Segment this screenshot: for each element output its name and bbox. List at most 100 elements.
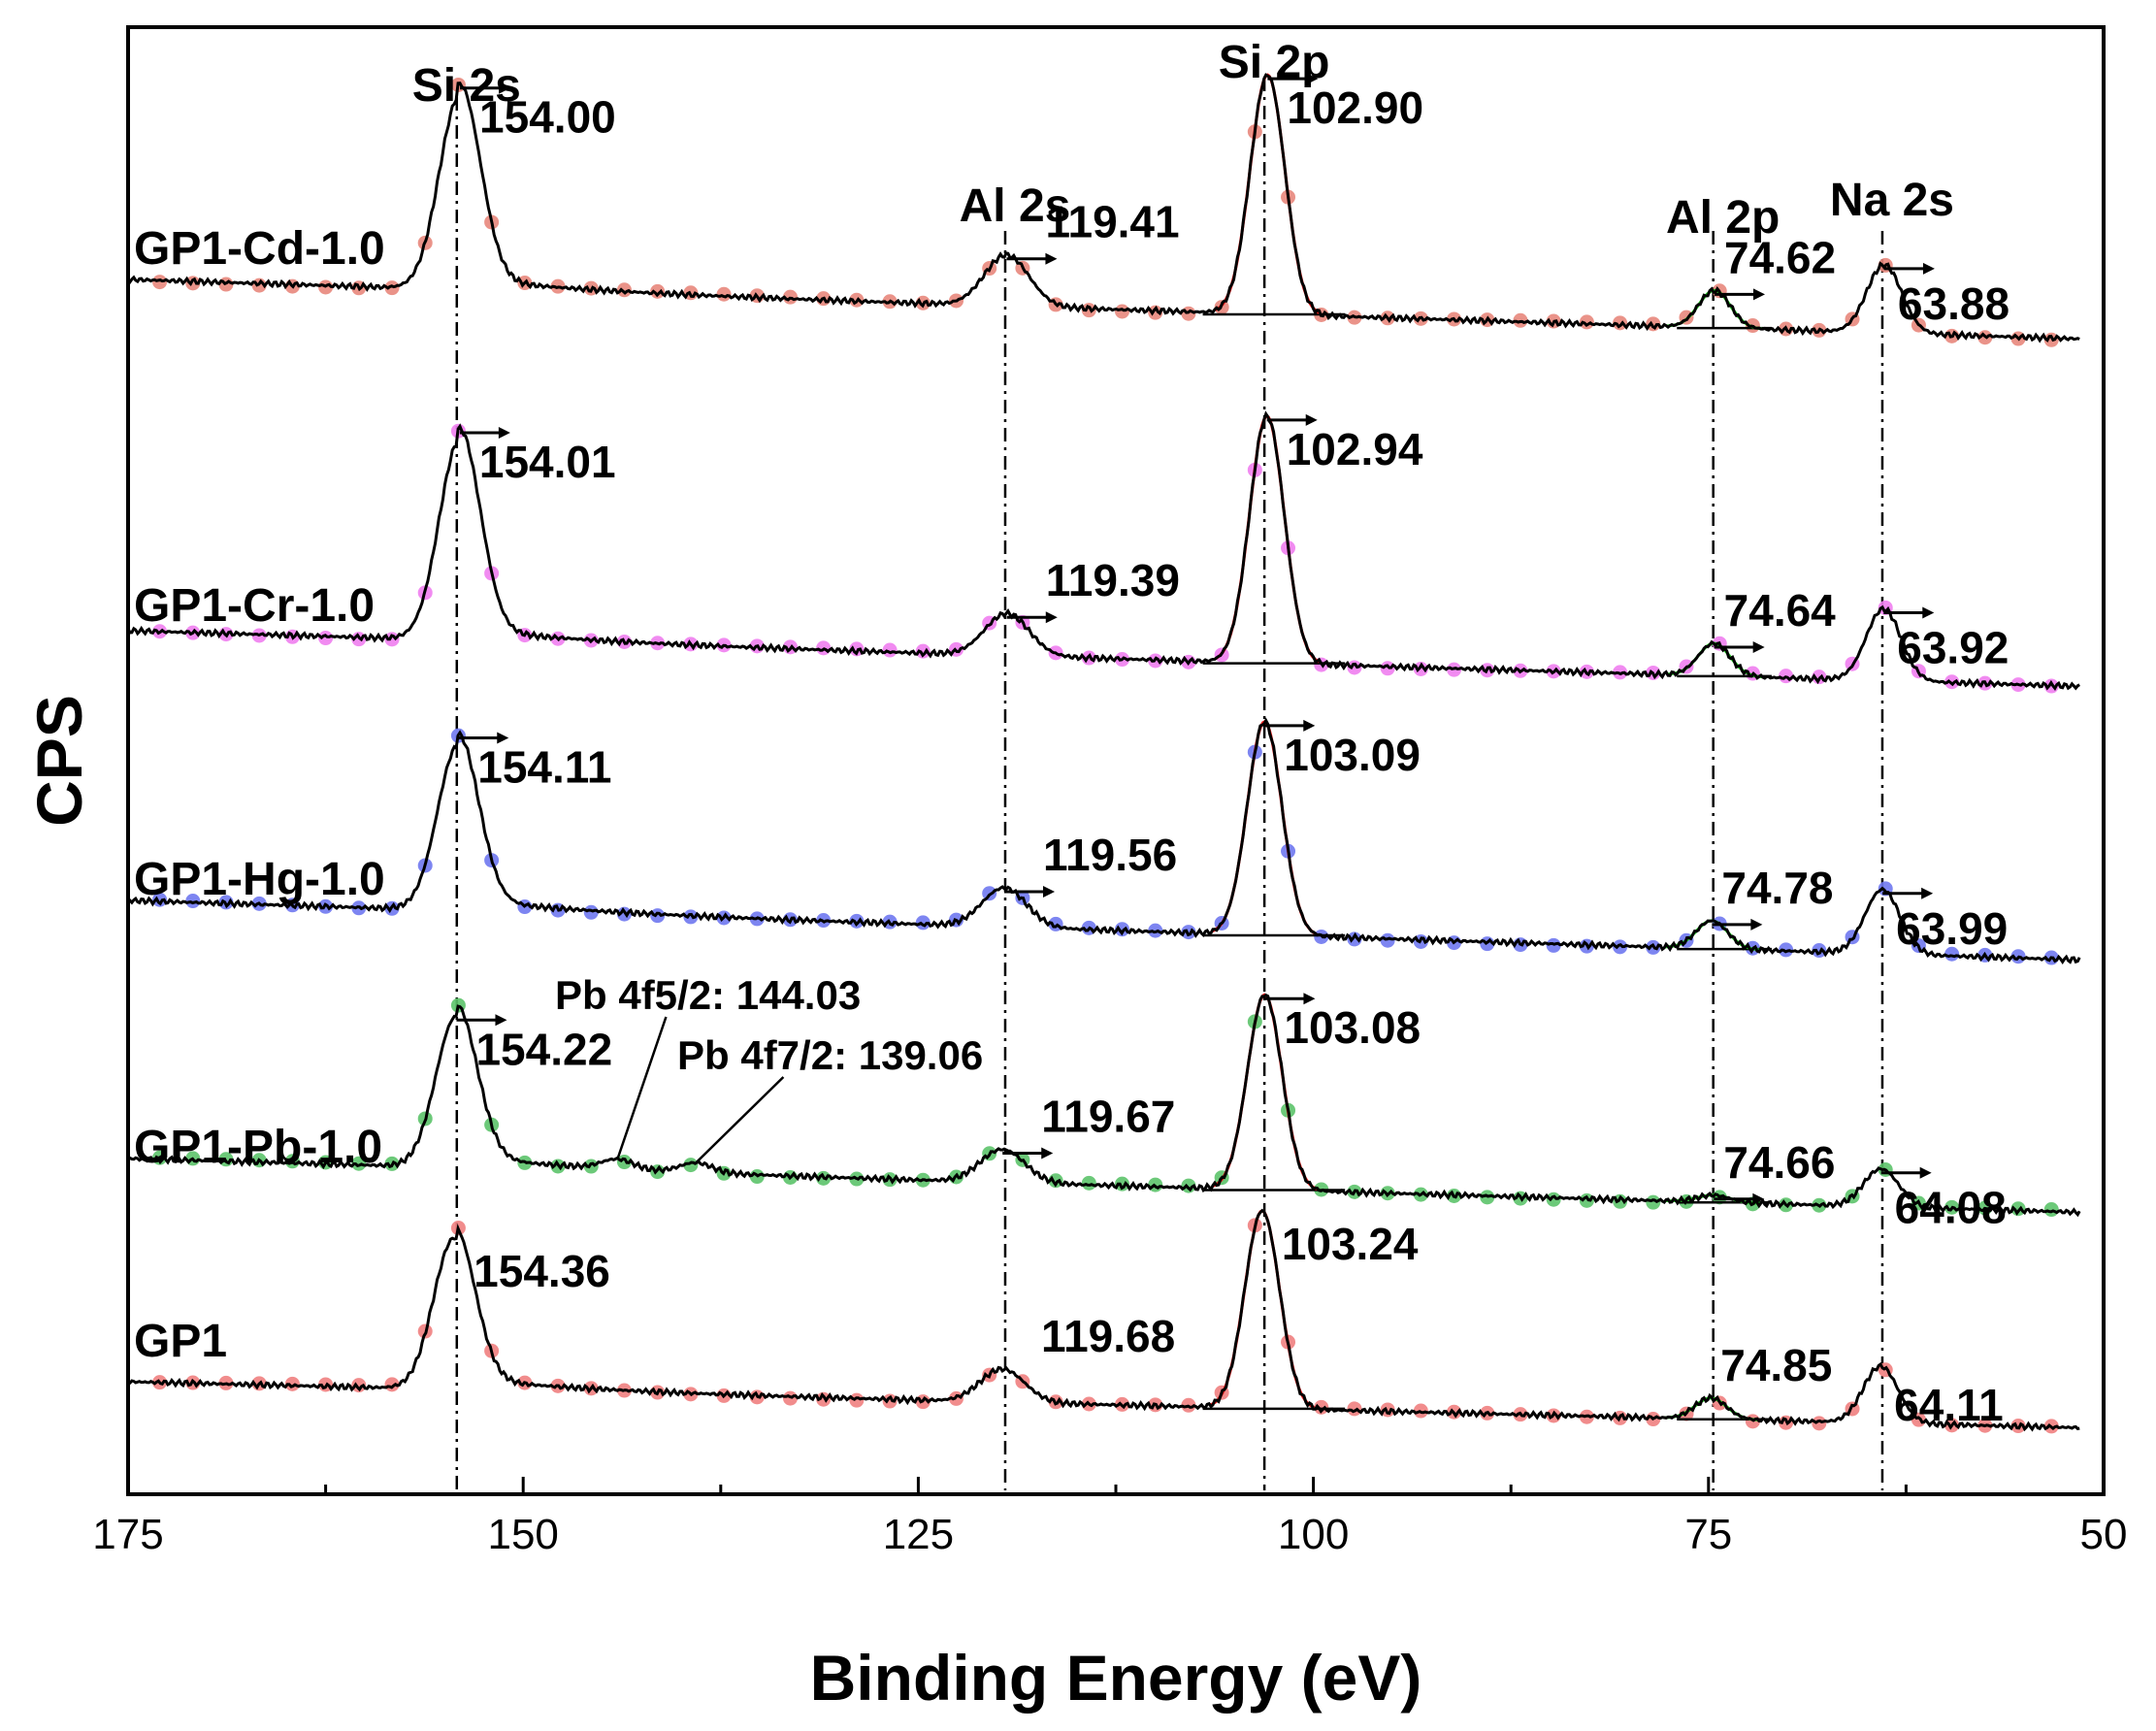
peak-value-label: 74.64: [1724, 585, 1837, 636]
data-marker: [650, 283, 666, 299]
y-axis-title: CPS: [23, 695, 95, 827]
shift-arrowhead: [1303, 993, 1316, 1005]
data-marker: [683, 1158, 699, 1173]
data-marker: [185, 894, 201, 909]
pb-4f72-pointer: [695, 1076, 785, 1164]
peak-value-label: 102.90: [1287, 82, 1423, 133]
spectrum-line: [126, 717, 2081, 964]
data-marker: [2043, 1202, 2059, 1218]
peak-value-label: 154.36: [474, 1246, 610, 1296]
data-marker: [1081, 303, 1096, 318]
data-marker: [1613, 939, 1628, 955]
data-marker: [1579, 314, 1594, 330]
pb-4f52-label: Pb 4f5/2: 144.03: [555, 972, 861, 1018]
data-marker: [583, 904, 599, 920]
data-marker: [185, 276, 201, 291]
peak-name-label: Al 2p: [1666, 192, 1780, 244]
x-axis-title: Binding Energy (eV): [810, 1642, 1422, 1714]
peak-value-label: 103.09: [1284, 730, 1421, 780]
data-marker: [1380, 661, 1395, 676]
pb-4f52-pointer: [616, 1016, 668, 1159]
peak-value-label: 63.88: [1898, 278, 2009, 329]
data-marker: [849, 1392, 865, 1408]
data-marker: [1347, 931, 1362, 947]
data-marker: [1812, 943, 1827, 959]
x-tick-label: 75: [1684, 1511, 1732, 1558]
data-marker: [384, 632, 400, 647]
data-marker: [1347, 660, 1362, 675]
data-marker: [1115, 304, 1130, 319]
data-marker: [1347, 1401, 1362, 1417]
series-label: GP1-Cr-1.0: [134, 580, 375, 632]
peak-value-label: 119.67: [1041, 1092, 1175, 1142]
data-marker: [915, 915, 931, 931]
shift-arrowhead: [1752, 1192, 1765, 1205]
series-gp1-cr-1-0: [126, 410, 2080, 694]
series-label: GP1-Cd-1.0: [134, 223, 385, 275]
peak-value-label: 154.11: [477, 741, 611, 792]
shift-arrowhead: [1752, 640, 1765, 653]
shift-arrowhead: [1303, 719, 1316, 732]
shift-arrowhead: [1750, 918, 1763, 931]
series-label: GP1: [134, 1316, 227, 1367]
data-marker: [152, 275, 168, 290]
data-marker: [616, 282, 632, 298]
series-label: GP1-Pb-1.0: [134, 1122, 382, 1173]
data-marker: [1314, 1399, 1329, 1415]
series-gp1: [127, 1208, 2080, 1434]
peak-value-label: 103.08: [1284, 1002, 1421, 1053]
series-label: GP1-Hg-1.0: [134, 854, 385, 905]
shift-arrowhead: [495, 1014, 507, 1027]
x-tick-label: 50: [2080, 1511, 2128, 1558]
peak-name-label: Al 2s: [960, 180, 1071, 232]
series-gp1-cd-1-0: [126, 73, 2080, 347]
data-marker: [1579, 1192, 1594, 1208]
peak-value-label: 74.62: [1724, 232, 1836, 282]
peak-value-label: 119.41: [1045, 197, 1179, 247]
data-marker: [583, 1159, 599, 1174]
peak-value-label: 64.11: [1894, 1380, 2004, 1430]
data-marker: [1546, 1192, 1561, 1207]
peak-value-label: 63.92: [1897, 622, 2009, 672]
spectrum-line: [126, 410, 2080, 692]
data-marker: [351, 1156, 367, 1171]
data-marker: [616, 1155, 632, 1170]
shift-arrowhead: [1045, 252, 1058, 265]
peak-value-label: 64.08: [1895, 1183, 2007, 1233]
data-marker: [1115, 922, 1130, 937]
data-marker: [882, 1393, 898, 1409]
peak-name-label: Na 2s: [1830, 175, 1954, 226]
spectrum-line: [126, 73, 2080, 343]
shift-arrowhead: [1305, 413, 1318, 426]
peak-value-label: 102.94: [1287, 424, 1423, 474]
data-marker: [351, 1378, 367, 1393]
peak-value-label: 154.00: [479, 92, 616, 143]
spectrum-line: [127, 1208, 2080, 1432]
data-marker: [318, 631, 334, 646]
shift-arrowhead: [1919, 1166, 1932, 1179]
peak-value-label: 74.66: [1723, 1137, 1835, 1188]
data-marker: [716, 286, 732, 302]
data-marker: [384, 1377, 400, 1392]
data-marker: [1148, 305, 1163, 320]
shift-arrowhead: [1306, 73, 1319, 85]
data-marker: [816, 1391, 832, 1407]
peak-value-label: 119.68: [1041, 1311, 1175, 1361]
data-marker: [2010, 1419, 2026, 1434]
shift-arrowhead: [1922, 606, 1935, 619]
data-marker: [915, 643, 931, 659]
data-marker: [1081, 1175, 1096, 1191]
peak-value-label: 74.85: [1720, 1340, 1832, 1390]
data-marker: [1646, 1194, 1661, 1210]
x-tick-label: 175: [92, 1511, 163, 1558]
peak-value-label: 63.99: [1896, 903, 2008, 954]
pb-4f72-label: Pb 4f7/2: 139.06: [677, 1032, 983, 1078]
data-marker: [1413, 662, 1428, 677]
x-tick-label: 100: [1278, 1511, 1349, 1558]
x-axis: 175 150 125 100 75 50: [92, 1477, 2127, 1558]
x-tick-label: 125: [883, 1511, 954, 1558]
shift-arrowhead: [1045, 611, 1058, 624]
shift-arrowhead: [1922, 262, 1935, 275]
data-marker: [683, 909, 699, 925]
